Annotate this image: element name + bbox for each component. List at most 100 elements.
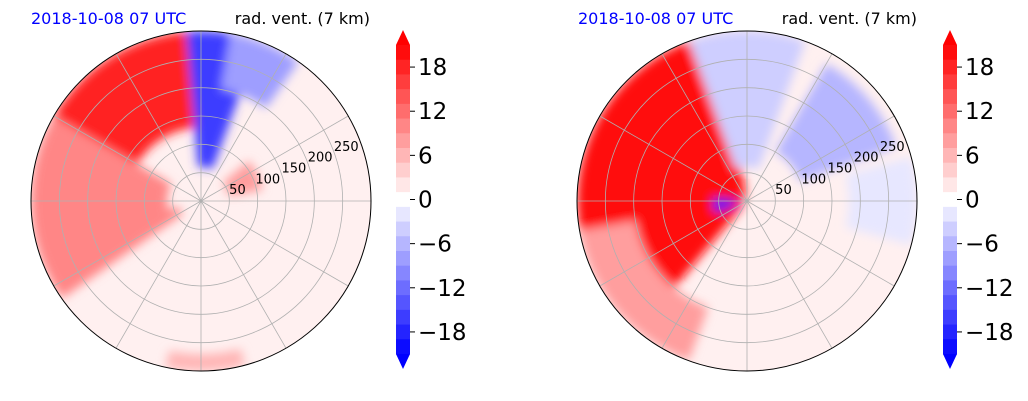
colorbar-level	[943, 59, 957, 75]
panel-right: 2018-10-08 07 UTC rad. vent. (7 km) 50 10…	[576, 9, 1014, 372]
radial-grid-ring	[87, 87, 315, 315]
colorbar-level	[943, 206, 957, 223]
colorbar-level	[396, 133, 410, 149]
colorbar-level	[396, 339, 410, 355]
radial-grid-ring	[58, 58, 344, 344]
radial-grid-ring	[115, 115, 287, 287]
radial-tick-label: 100	[255, 172, 280, 187]
radial-tick-label: 250	[334, 140, 359, 155]
colorbar-level	[396, 74, 410, 90]
colorbar-level	[396, 221, 410, 237]
radial-tick-label: 250	[880, 140, 905, 155]
colorbar-level	[943, 280, 957, 296]
radial-tick-label: 50	[229, 183, 246, 198]
field-region-positive	[36, 206, 183, 299]
colorbar-extend-min	[396, 354, 410, 369]
radial-grid-ring	[718, 172, 776, 230]
colorbar-tick-label: −18	[418, 320, 467, 346]
colorbar-level	[396, 103, 410, 120]
colorbar-level	[943, 309, 957, 326]
colorbar-tick-label: 0	[965, 188, 980, 214]
colorbar-extend-min	[943, 354, 957, 369]
radial-tick-label: 200	[308, 151, 333, 166]
colorbar-tick-label: 6	[418, 143, 433, 169]
colorbar-level	[396, 309, 410, 326]
colorbar-tick-label: −12	[965, 276, 1014, 302]
panel-left-date-title: 2018-10-08 07 UTC	[31, 9, 186, 28]
field-left	[31, 31, 299, 371]
polar-grid-right	[577, 31, 917, 371]
radial-tick-label: 150	[282, 161, 307, 176]
colorbar-level	[396, 295, 410, 311]
colorbar-level	[396, 236, 410, 252]
colorbar-level	[943, 251, 957, 267]
colorbar-tick-label: −12	[418, 276, 467, 302]
colorbar-right: 18 12 6 0 −6 −12 −18	[943, 30, 1014, 369]
colorbar-extend-max	[396, 30, 410, 45]
colorbar-tick-label: 12	[965, 99, 994, 125]
colorbar-tick-label: −18	[965, 320, 1014, 346]
colorbar-level	[943, 133, 957, 149]
colorbar-level	[396, 192, 410, 208]
colorbar-level	[943, 162, 957, 178]
colorbar-tick-label: 6	[965, 143, 980, 169]
colorbar-level	[943, 45, 957, 61]
colorbar-level	[943, 177, 957, 193]
radial-grid-ring	[633, 87, 861, 315]
radial-grid-ring	[661, 115, 833, 287]
field-region-positive	[222, 160, 263, 197]
colorbar-level	[396, 280, 410, 296]
colorbar-level	[396, 148, 410, 164]
colorbar-level	[943, 148, 957, 164]
field-region-positive	[579, 220, 709, 361]
colorbar-tick-label: 18	[418, 55, 447, 81]
colorbar-level	[943, 118, 957, 134]
colorbar-left: 18 12 6 0 −6 −12 −18	[396, 30, 467, 369]
colorbar-tick-label: −6	[965, 232, 999, 258]
colorbar-level	[943, 89, 957, 105]
colorbar-level	[943, 74, 957, 90]
colorbar-level	[396, 162, 410, 178]
polar-frame-left	[30, 30, 372, 372]
colorbar-level	[943, 339, 957, 355]
radial-tick-label: 50	[775, 183, 792, 198]
field-region-positive	[165, 348, 245, 371]
polar-grid-left	[31, 31, 371, 371]
colorbar-level	[396, 59, 410, 75]
colorbar-tick-label: −6	[418, 232, 452, 258]
colorbar-level	[943, 236, 957, 252]
colorbar-level	[943, 324, 957, 340]
colorbar-level	[943, 221, 957, 237]
colorbar-level	[396, 206, 410, 223]
colorbar-level	[943, 103, 957, 120]
radial-grid-ring	[689, 143, 805, 259]
radial-tick-label: 100	[801, 172, 826, 187]
colorbar-level	[396, 89, 410, 105]
radial-grid-ring	[172, 172, 230, 230]
colorbar-tick-label: 0	[418, 188, 433, 214]
colorbar-level	[396, 265, 410, 281]
colorbar-level	[396, 324, 410, 340]
colorbar-level	[943, 295, 957, 311]
colorbar-tick-label: 12	[418, 99, 447, 125]
colorbar-level	[943, 265, 957, 281]
panel-left-variable-title: rad. vent. (7 km)	[235, 9, 370, 28]
radial-grid-ring	[143, 143, 259, 259]
colorbar-level	[396, 251, 410, 267]
colorbar-level	[396, 118, 410, 134]
colorbar-extend-max	[943, 30, 957, 45]
panel-right-variable-title: rad. vent. (7 km)	[782, 9, 917, 28]
panel-left: 2018-10-08 07 UTC rad. vent. (7 km) 50 10…	[30, 9, 467, 372]
field-region-negative	[775, 63, 897, 182]
radial-tick-label: 200	[854, 151, 879, 166]
colorbar-level	[396, 45, 410, 61]
radial-grid-ring	[604, 58, 890, 344]
colorbar-level	[396, 177, 410, 193]
colorbar-tick-label: 18	[965, 55, 994, 81]
polar-frame-right	[576, 30, 918, 372]
field-region-negative	[220, 33, 299, 109]
radial-tick-label: 150	[828, 161, 853, 176]
